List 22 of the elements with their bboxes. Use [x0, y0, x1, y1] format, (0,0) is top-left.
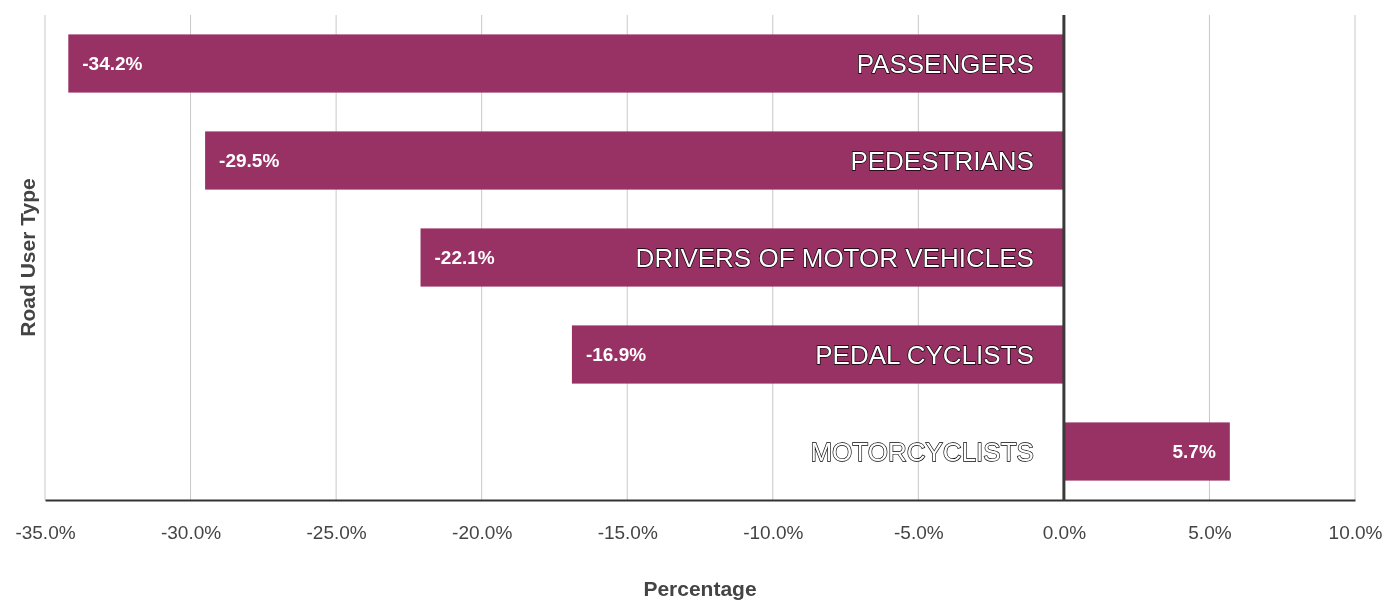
x-tick-label: -35.0%	[15, 522, 76, 544]
x-tick-label: -30.0%	[160, 522, 222, 544]
data-label: -22.1%	[434, 247, 495, 269]
y-axis-title: Road User Type	[16, 178, 39, 337]
x-tick-label: 10.0%	[1328, 522, 1383, 544]
y-tick-label: PEDESTRIANS	[850, 145, 1034, 176]
x-tick-label: -15.0%	[597, 522, 658, 544]
x-tick-label: -10.0%	[743, 522, 804, 544]
data-label: 5.7%	[1172, 441, 1216, 463]
data-label: -29.5%	[219, 150, 280, 172]
data-label: -34.2%	[82, 53, 143, 75]
x-tick-label: 5.0%	[1188, 522, 1232, 544]
data-label: -16.9%	[585, 344, 647, 366]
y-tick-label: DRIVERS OF MOTOR VEHICLES	[635, 242, 1034, 273]
x-tick-label: -5.0%	[894, 522, 944, 544]
x-axis-title: Percentage	[643, 577, 757, 600]
x-tick-label: 0.0%	[1042, 522, 1087, 544]
y-tick-label: PEDAL CYCLISTS	[815, 339, 1034, 370]
x-tick-label: -25.0%	[306, 522, 367, 544]
y-tick-label: MOTORCYCLISTS	[810, 436, 1034, 467]
y-tick-label: PASSENGERS	[856, 48, 1034, 79]
x-tick-label: -20.0%	[452, 522, 513, 544]
